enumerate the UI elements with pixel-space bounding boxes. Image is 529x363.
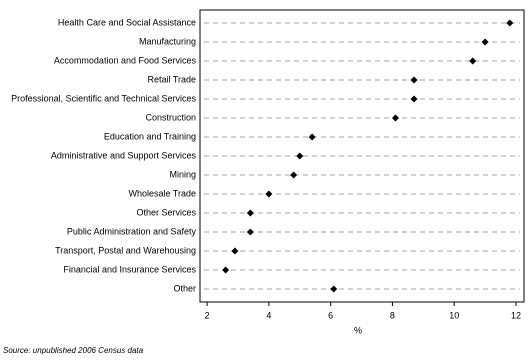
y-tick-label: Public Administration and Safety	[67, 226, 197, 236]
y-tick-label: Health Care and Social Assistance	[58, 17, 196, 27]
source-note: Source: unpublished 2006 Census data	[3, 346, 144, 355]
x-tick-label: 6	[328, 310, 333, 320]
y-tick-label: Accommodation and Food Services	[54, 55, 197, 65]
y-tick-label: Education and Training	[104, 131, 196, 141]
dot	[469, 57, 477, 65]
dot	[222, 266, 230, 274]
y-tick-label: Wholesale Trade	[128, 188, 196, 198]
y-tick-label: Retail Trade	[147, 74, 196, 84]
x-tick-label: 4	[266, 310, 271, 320]
dot	[410, 95, 418, 103]
y-tick-label: Other	[173, 283, 196, 293]
dot	[265, 190, 273, 198]
y-tick-label: Mining	[169, 169, 196, 179]
dot	[506, 19, 514, 27]
dot	[290, 171, 298, 179]
x-tick-label: 10	[449, 310, 459, 320]
dot	[410, 76, 418, 84]
dot	[330, 285, 338, 293]
dot	[231, 247, 239, 255]
y-tick-label: Manufacturing	[139, 36, 196, 46]
y-tick-label: Construction	[145, 112, 196, 122]
plot-frame	[199, 9, 525, 303]
dot	[308, 133, 316, 141]
y-tick-label: Professional, Scientific and Technical S…	[11, 93, 196, 103]
dot	[246, 228, 254, 236]
y-tick-label: Financial and Insurance Services	[63, 264, 196, 274]
x-tick-label: 2	[205, 310, 210, 320]
dot	[296, 152, 304, 160]
y-tick-label: Transport, Postal and Warehousing	[55, 245, 196, 255]
y-tick-label: Other Services	[136, 207, 196, 217]
y-tick-label: Administrative and Support Services	[51, 150, 197, 160]
x-tick-label: 12	[511, 310, 521, 320]
x-tick-label: 8	[390, 310, 395, 320]
dot	[481, 38, 489, 46]
dot	[246, 209, 254, 217]
dot	[392, 114, 400, 122]
x-axis-label: %	[354, 325, 362, 335]
